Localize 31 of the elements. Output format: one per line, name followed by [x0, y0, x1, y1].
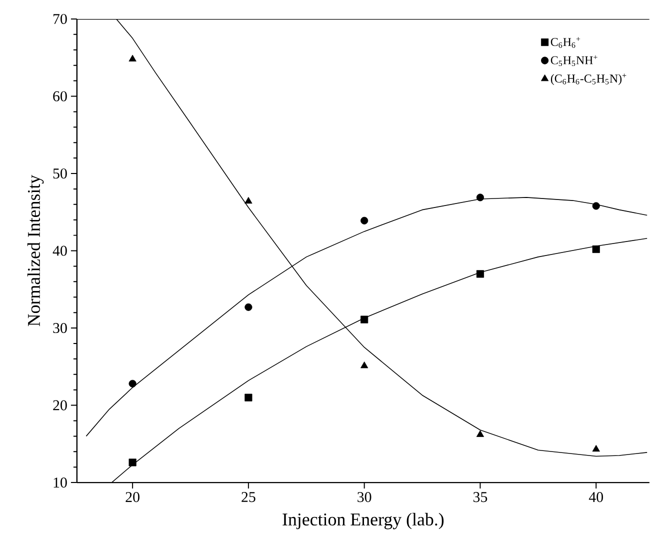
point [476, 193, 484, 201]
y-tick-label: 60 [53, 90, 67, 102]
x-tick-label: 35 [473, 492, 488, 502]
point [244, 303, 252, 311]
y-tick-label: 40 [52, 245, 67, 256]
y-tick-label: 20 [53, 400, 67, 410]
y-tick-label: 30 [53, 322, 67, 333]
point [476, 270, 484, 278]
point [360, 216, 368, 224]
point [592, 202, 600, 210]
y-tick-label: 50 [53, 168, 67, 178]
point [244, 196, 252, 204]
point [128, 54, 136, 62]
x-axis-title: Injection Energy (lab.) [282, 512, 444, 529]
point [128, 458, 136, 466]
text: (C$_{6}$H$_{6}$-C$_{5}$H$_{5}$N)$^{+}$ [550, 73, 626, 85]
y-tick-label: 70 [53, 14, 67, 24]
point [128, 380, 136, 388]
point [592, 245, 600, 253]
legend-label: C$_{5}$H$_{5}$NH$^{+}$ [550, 55, 598, 66]
point [592, 444, 600, 452]
point [360, 361, 368, 368]
y-axis-title: Normalized Intensity [27, 174, 44, 326]
x-tick-label: 25 [242, 492, 256, 502]
x-tick-label: 30 [358, 492, 372, 502]
point [244, 394, 252, 402]
x-tick-label: 40 [588, 492, 603, 502]
point [476, 430, 484, 437]
point [360, 316, 368, 324]
y-tick-label: 10 [54, 477, 67, 488]
x-tick-label: 20 [126, 492, 140, 502]
